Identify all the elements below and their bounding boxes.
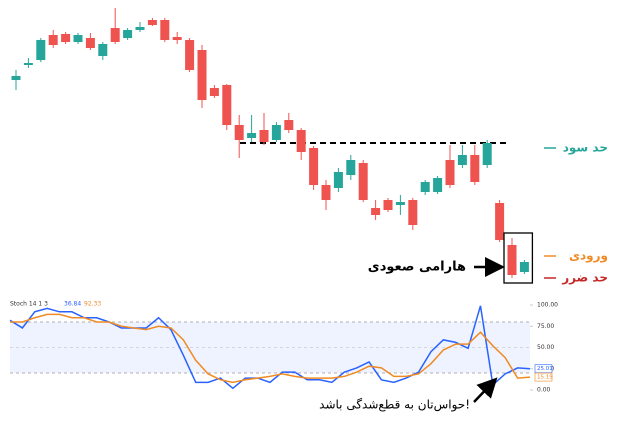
candle-body	[135, 27, 145, 30]
candle-body	[259, 130, 269, 142]
y-tick-label: 75.00	[537, 323, 554, 330]
legend-k: 36.84	[64, 301, 81, 308]
candle-body	[433, 178, 443, 192]
candle-body	[371, 208, 381, 215]
last-value-label: 15.19	[537, 375, 553, 381]
candle-body	[160, 20, 170, 40]
candle-body	[445, 160, 455, 185]
candle-body	[296, 130, 306, 152]
candle-body	[110, 28, 120, 42]
candle-body	[61, 34, 71, 42]
candle-body	[48, 35, 58, 45]
candle-body	[482, 143, 492, 165]
stoch-line	[9, 305, 531, 390]
candle-body	[209, 88, 219, 96]
legend-d: 92.33	[84, 301, 101, 308]
y-tick-label: 0.00	[537, 387, 551, 394]
candle-body	[197, 50, 207, 100]
annotation-label: حد ضرر	[561, 271, 608, 285]
candle-body	[470, 155, 480, 182]
candle-body	[395, 202, 405, 205]
candle-body	[73, 35, 83, 42]
candle-body	[519, 262, 529, 272]
candle-body	[222, 85, 232, 125]
candle-body	[36, 40, 46, 60]
candle-body	[185, 40, 195, 70]
note: حواس‌تان به قطع‌شدگی باشد!	[319, 398, 470, 413]
candle-body	[408, 200, 418, 225]
candle-body	[271, 125, 281, 140]
candle-body	[333, 172, 343, 188]
candle-body	[11, 76, 21, 80]
candle-body	[234, 125, 244, 140]
candle-body	[23, 63, 33, 65]
candle-body	[495, 203, 505, 240]
pattern-label: هارامی صعودی	[368, 260, 466, 275]
last-value-label: 25.01	[537, 366, 553, 372]
arrow	[473, 377, 498, 403]
candle-body	[309, 148, 319, 185]
candle-body	[457, 155, 467, 165]
annotation-label: حد سود	[563, 141, 608, 156]
candle-body	[85, 38, 95, 48]
candle-body	[383, 200, 393, 210]
candle-body	[420, 182, 430, 192]
stoch-line	[10, 313, 531, 384]
candle-body	[247, 133, 257, 138]
candle-body	[123, 30, 133, 38]
candle-body	[358, 163, 368, 200]
stoch-title: Stoch 14 1 3	[10, 301, 48, 308]
y-tick-label: 100.00	[537, 302, 558, 309]
last-value-box	[534, 372, 553, 382]
candle-body	[147, 20, 157, 25]
annotation-label: ورودی	[569, 249, 608, 264]
candle-body	[346, 160, 356, 175]
candle-body	[172, 37, 182, 40]
last-value-box	[534, 364, 553, 374]
candle-body	[321, 185, 331, 200]
candle-body	[284, 120, 294, 130]
candle-body	[98, 44, 108, 56]
candle-body	[507, 245, 517, 275]
y-tick-label: 50.00	[537, 344, 554, 351]
